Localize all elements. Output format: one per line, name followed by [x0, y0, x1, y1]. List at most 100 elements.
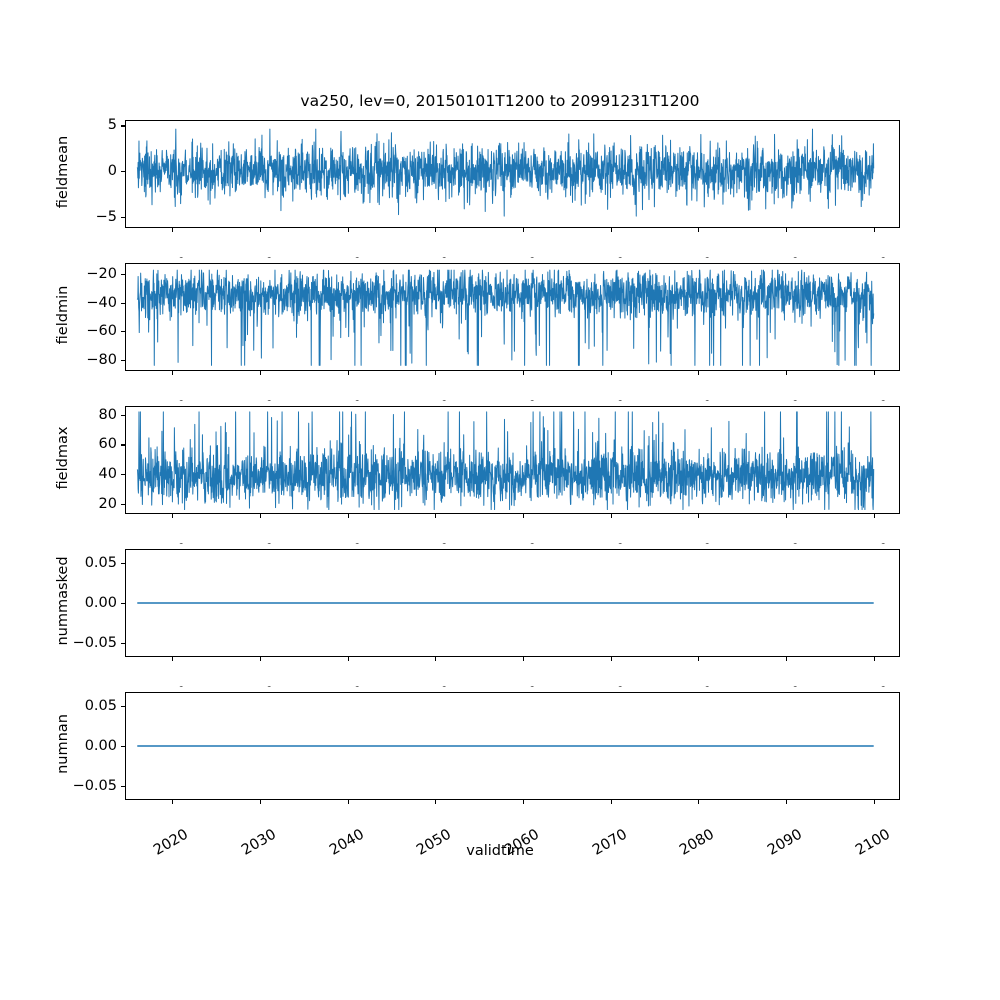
x-tick-band: 2020 2030 2040 2050 2060 2070 2080 2090 2100 — [0, 800, 1000, 860]
x-tick-label: 2060 — [502, 254, 542, 258]
x-tick-label: 2050 — [414, 683, 454, 687]
plot-area-nummasked — [137, 602, 874, 604]
x-tick-label: 2080 — [677, 397, 717, 401]
y-axis-label-fieldmax: fieldmax — [55, 426, 71, 490]
x-tick-mark — [435, 228, 437, 232]
x-tick-label: 2040 — [327, 397, 367, 401]
axes-frame-numnan — [125, 692, 900, 800]
x-tick-label: 2090 — [765, 683, 805, 687]
x-tick-mark — [698, 228, 700, 232]
x-tick-label: 2090 — [765, 254, 805, 258]
x-tick-label: 2090 — [764, 826, 805, 859]
plot-area-fieldmean — [136, 128, 875, 217]
x-tick-label: 2090 — [765, 397, 805, 401]
y-tick-mark — [121, 171, 125, 173]
x-tick-mark — [523, 228, 525, 232]
y-tick-label: 40 — [98, 466, 117, 483]
x-tick-mark — [698, 514, 700, 518]
x-tick-label: 2020 — [151, 540, 191, 544]
x-tick-mark — [347, 514, 349, 518]
x-tick-mark — [435, 514, 437, 518]
x-tick-band: 2020 2030 2040 2050 2060 2070 2080 2090 2100 — [0, 657, 1000, 687]
y-tick-mark — [121, 217, 125, 219]
y-axis-label-numnan: numnan — [55, 714, 71, 774]
y-tick-mark — [121, 359, 125, 361]
x-tick-band: 2020 2030 2040 2050 2060 2070 2080 2090 2100 — [0, 228, 1000, 258]
x-tick-label: 2040 — [327, 540, 367, 544]
x-tick-mark — [435, 371, 437, 375]
x-tick-mark — [610, 514, 612, 518]
plot-area-fieldmin — [136, 269, 875, 366]
axes-frame-fieldmin — [125, 263, 900, 371]
x-tick-label: 2040 — [326, 826, 367, 859]
x-tick-mark — [610, 657, 612, 661]
subplot-fieldmin — [125, 263, 900, 371]
subplot-numnan — [125, 692, 900, 800]
y-tick-label: 0 — [107, 163, 117, 180]
x-tick-mark — [786, 800, 788, 804]
x-tick-mark — [260, 657, 262, 661]
subplot-fieldmax — [125, 406, 900, 514]
x-tick-label: 2030 — [239, 254, 279, 258]
y-tick-mark — [121, 302, 125, 304]
x-tick-mark — [698, 657, 700, 661]
x-tick-mark — [873, 800, 875, 804]
plot-area-fieldmax — [136, 411, 875, 511]
y-tick-label: 0.05 — [84, 698, 117, 715]
y-tick-label: 0.05 — [84, 555, 117, 572]
y-tick-mark — [121, 503, 125, 505]
y-tick-mark — [121, 746, 125, 748]
x-tick-label: 2050 — [414, 826, 455, 859]
x-tick-label: 2030 — [239, 397, 279, 401]
x-tick-mark — [786, 371, 788, 375]
plot-area-numnan — [137, 745, 874, 747]
x-tick-label: 2070 — [590, 540, 630, 544]
x-tick-mark — [347, 371, 349, 375]
x-tick-mark — [786, 514, 788, 518]
x-tick-mark — [610, 800, 612, 804]
x-tick-label: 2060 — [502, 683, 542, 687]
data-line-fieldmean — [136, 128, 875, 217]
y-tick-mark — [121, 414, 125, 416]
x-tick-mark — [873, 228, 875, 232]
figure-title: va250, lev=0, 20150101T1200 to 20991231T… — [300, 92, 700, 110]
x-tick-mark — [698, 371, 700, 375]
x-tick-label: 2030 — [239, 540, 279, 544]
x-tick-label: 2100 — [853, 397, 893, 401]
x-tick-mark — [172, 371, 174, 375]
x-tick-mark — [260, 228, 262, 232]
axes-frame-fieldmax — [125, 406, 900, 514]
x-tick-label: 2020 — [151, 683, 191, 687]
x-tick-mark — [172, 657, 174, 661]
x-tick-mark — [347, 800, 349, 804]
x-tick-mark — [260, 514, 262, 518]
x-tick-label: 2070 — [590, 254, 630, 258]
x-tick-label: 2080 — [677, 540, 717, 544]
x-tick-mark — [260, 800, 262, 804]
x-tick-mark — [523, 800, 525, 804]
y-axis-label-nummasked: nummasked — [55, 556, 71, 646]
x-tick-mark — [347, 657, 349, 661]
subplot-nummasked — [125, 549, 900, 657]
y-tick-label: 80 — [98, 406, 117, 423]
x-tick-mark — [873, 371, 875, 375]
x-tick-mark — [786, 657, 788, 661]
y-tick-mark — [121, 563, 125, 565]
x-tick-mark — [435, 657, 437, 661]
x-tick-band: 2020 2030 2040 2050 2060 2070 2080 2090 2100 — [0, 371, 1000, 401]
y-tick-label: −0.05 — [72, 777, 117, 794]
data-line-fieldmin — [136, 269, 875, 366]
y-tick-label: −0.05 — [72, 634, 117, 651]
x-tick-label: 2080 — [677, 826, 718, 859]
x-tick-label: 2080 — [677, 683, 717, 687]
y-tick-mark — [121, 603, 125, 605]
y-tick-mark — [121, 706, 125, 708]
x-tick-mark — [347, 228, 349, 232]
x-tick-label: 2040 — [327, 254, 367, 258]
y-tick-label: −80 — [86, 351, 117, 368]
x-tick-mark — [873, 514, 875, 518]
y-tick-label: 0.00 — [84, 738, 117, 754]
x-tick-label: 2040 — [327, 683, 367, 687]
x-tick-label: 2070 — [589, 826, 630, 859]
